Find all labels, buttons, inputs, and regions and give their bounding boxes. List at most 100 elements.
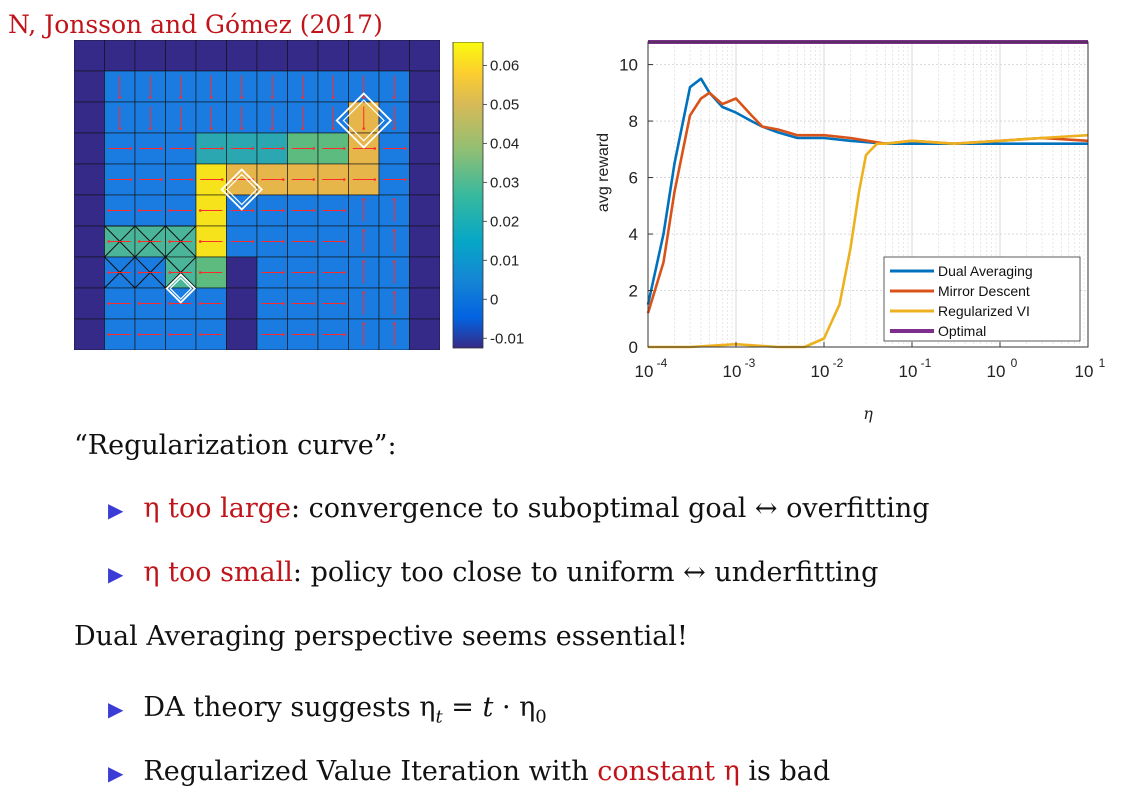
heatmap-cell	[226, 287, 258, 320]
y-tick-label: 10	[619, 56, 638, 75]
bullet-too-large: ▶ η too large: convergence to suboptimal …	[108, 493, 930, 524]
colorbar-gradient	[452, 42, 484, 349]
bullet-marker-icon: ▶	[108, 697, 124, 721]
heatmap-cell	[165, 40, 197, 72]
citation: N, Jonsson and Gómez (2017)	[8, 10, 383, 39]
heatmap-cell	[226, 318, 258, 350]
goal-diamond-icon	[335, 92, 393, 149]
goal-diamond-icon	[342, 99, 385, 142]
bullet-too-small: ▶ η too small: policy too close to unifor…	[108, 557, 878, 588]
bullet-rvi-highlight: constant η	[597, 756, 740, 787]
x-tick-label: 10	[899, 362, 918, 381]
heatmap-cell	[348, 40, 380, 72]
y-tick-label: 8	[629, 112, 638, 131]
bullet-da-text: DA theory suggests	[143, 692, 420, 723]
x-tick-label: 10	[1075, 362, 1094, 381]
equals-sign: =	[442, 692, 483, 723]
heatmap-cell	[378, 40, 410, 72]
heatmap-cell	[134, 40, 166, 72]
bullet-rvi-post: is bad	[739, 756, 831, 787]
eta-symbol: η	[519, 692, 536, 723]
colorbar-tick-label: -0.01	[490, 330, 524, 347]
heatmap-cell	[74, 287, 105, 320]
x-tick-label: 10	[987, 362, 1006, 381]
colorbar: 0.06 0.05 0.04 0.03 0.02 0.01 0 -0.01	[452, 42, 524, 349]
bullet-marker-icon: ▶	[108, 562, 124, 586]
heatmap-cell	[409, 194, 440, 227]
heatmap-cell	[226, 256, 258, 289]
y-tick-label: 6	[629, 169, 638, 188]
eta-subscript-0: 0	[535, 706, 547, 728]
colorbar-tick-label: 0.04	[490, 135, 519, 152]
heatmap-cell	[104, 40, 136, 72]
x-tick-exponent: -3	[745, 356, 756, 370]
legend: Dual Averaging Mirror Descent Regularized …	[883, 256, 1081, 342]
heatmap-cell	[409, 163, 440, 196]
heatmap-cell	[409, 318, 440, 350]
heatmap-cell	[409, 40, 440, 72]
x-axis-label: η	[863, 404, 873, 423]
heatmap-cell	[256, 40, 288, 72]
heatmap-cell	[226, 40, 258, 72]
heatmap-cell	[74, 194, 105, 227]
eta-symbol: η	[419, 692, 436, 723]
heatmap-cell	[74, 40, 105, 72]
legend-label: Optimal	[938, 323, 986, 339]
x-tick-exponent: -4	[657, 356, 668, 370]
x-tick-exponent: -2	[833, 356, 844, 370]
start-diamond-icon	[165, 273, 197, 304]
y-tick-label: 4	[629, 225, 638, 244]
x-tick-label: 10	[635, 362, 654, 381]
series-line-regularized-vi	[648, 133, 1089, 349]
colorbar-tick-label: 0.05	[490, 96, 519, 113]
heatmap-cell	[409, 101, 440, 134]
heatmap-cell	[74, 318, 105, 350]
policy-arrows	[107, 75, 407, 346]
bullet-marker-icon: ▶	[108, 761, 124, 785]
colorbar-tick-label: 0.01	[490, 252, 519, 269]
heatmap-cell	[74, 256, 105, 289]
heatmap-cell	[317, 40, 349, 72]
y-tick-label: 0	[629, 338, 638, 357]
grid	[647, 42, 1088, 348]
y-axis-label: avg reward	[595, 133, 612, 212]
legend-label: Mirror Descent	[938, 283, 1030, 299]
heatmap-cell	[74, 70, 105, 103]
heatmap-cell	[409, 132, 440, 165]
colorbar-tick-label: 0	[490, 291, 498, 308]
x-tick-label: 10	[811, 362, 830, 381]
legend-label: Regularized VI	[938, 303, 1030, 319]
heatmap-cell	[409, 287, 440, 320]
goal-diamond-icon	[225, 173, 258, 206]
heatmap-cell	[409, 225, 440, 258]
heatmap-cell	[195, 40, 227, 72]
bullet-rvi: ▶ Regularized Value Iteration with consta…	[108, 756, 830, 787]
t-variable: t	[482, 692, 494, 723]
legend-label: Dual Averaging	[938, 263, 1033, 279]
plot-frame	[647, 41, 1089, 348]
x-tick-exponent: 0	[1011, 356, 1018, 370]
gridworld-heatmap	[74, 40, 440, 350]
heatmap-cell	[74, 163, 105, 196]
dot-operator: ·	[493, 692, 520, 723]
heatmap-cell	[74, 225, 105, 258]
heatmap-cell	[74, 101, 105, 134]
colorbar-tick-label: 0.02	[490, 213, 519, 230]
heatmap-cell	[409, 70, 440, 103]
heatmap-cell	[287, 40, 319, 72]
bullet-too-large-text: : convergence to suboptimal goal ↔ overf…	[291, 493, 930, 524]
colorbar-tick-label: 0.03	[490, 174, 519, 191]
bullet-too-large-highlight: η too large	[143, 493, 291, 524]
heatmap-cell	[74, 132, 105, 165]
bullet-da-theory: ▶ DA theory suggests ηt = t · η0	[108, 692, 547, 727]
x-tick-exponent: -1	[921, 356, 932, 370]
heatmap-cell	[409, 256, 440, 289]
bullet-too-small-highlight: η too small	[143, 557, 293, 588]
start-diamond-icon	[169, 277, 193, 300]
regularization-curve-heading: “Regularization curve”:	[74, 430, 397, 461]
colorbar-tick-label: 0.06	[490, 57, 519, 74]
bullet-marker-icon: ▶	[108, 498, 124, 522]
x-tick-label: 10	[723, 362, 742, 381]
bullet-rvi-pre: Regularized Value Iteration with	[143, 756, 598, 787]
